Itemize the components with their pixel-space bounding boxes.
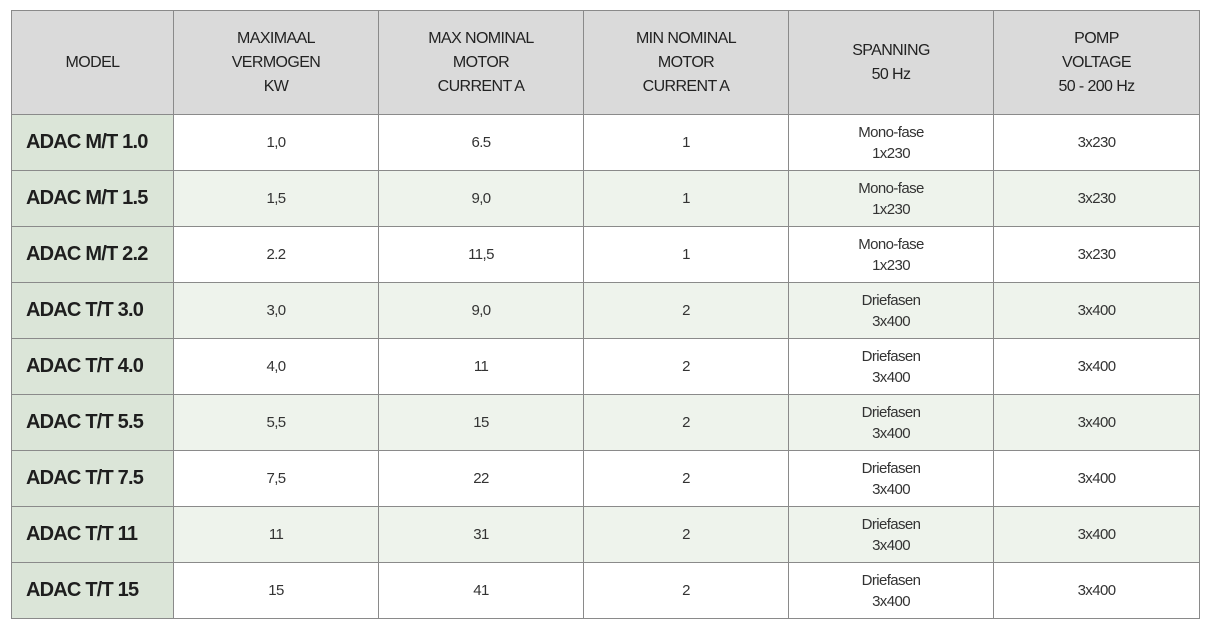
model-cell: ADAC T/T 5.5 [11, 394, 174, 451]
header-cell: MODEL [11, 10, 174, 115]
model-cell: ADAC T/T 11 [11, 506, 174, 563]
data-cell: 11,5 [378, 226, 584, 283]
data-cell: 3x230 [993, 114, 1200, 171]
table-row: ADAC T/T 3.0 3,0 9,0 2 Driefasen 3x400 3x400 [11, 282, 1200, 339]
model-cell: ADAC T/T 15 [11, 562, 174, 619]
spec-table: MODEL MAXIMAAL VERMOGEN KW MAX NOMINAL MOT… [11, 10, 1200, 619]
data-cell: Mono-fase 1x230 [788, 114, 994, 171]
data-cell: 31 [378, 506, 584, 563]
header-row: MODEL MAXIMAAL VERMOGEN KW MAX NOMINAL MOT… [11, 10, 1200, 115]
data-cell: Mono-fase 1x230 [788, 226, 994, 283]
data-cell: 3x400 [993, 282, 1200, 339]
data-cell: 41 [378, 562, 584, 619]
data-cell: 1 [583, 226, 789, 283]
data-cell: Driefasen 3x400 [788, 450, 994, 507]
data-cell: 2.2 [173, 226, 379, 283]
data-cell: 2 [583, 506, 789, 563]
header-cell: SPANNING 50 Hz [788, 10, 994, 115]
data-cell: 3,0 [173, 282, 379, 339]
data-cell: 1,5 [173, 170, 379, 227]
data-cell: Driefasen 3x400 [788, 338, 994, 395]
data-cell: 2 [583, 562, 789, 619]
data-cell: 1,0 [173, 114, 379, 171]
data-cell: Driefasen 3x400 [788, 282, 994, 339]
data-cell: Driefasen 3x400 [788, 506, 994, 563]
data-cell: 1 [583, 170, 789, 227]
model-cell: ADAC M/T 1.0 [11, 114, 174, 171]
data-cell: 2 [583, 394, 789, 451]
data-cell: 6.5 [378, 114, 584, 171]
model-cell: ADAC T/T 3.0 [11, 282, 174, 339]
data-cell: 15 [378, 394, 584, 451]
table-row: ADAC T/T 11 11 31 2 Driefasen 3x400 3x400 [11, 506, 1200, 563]
data-cell: 9,0 [378, 282, 584, 339]
data-cell: 11 [173, 506, 379, 563]
data-cell: 22 [378, 450, 584, 507]
data-cell: 9,0 [378, 170, 584, 227]
data-cell: 3x230 [993, 170, 1200, 227]
model-cell: ADAC T/T 7.5 [11, 450, 174, 507]
table-row: ADAC T/T 15 15 41 2 Driefasen 3x400 3x400 [11, 562, 1200, 619]
data-cell: 3x400 [993, 562, 1200, 619]
data-cell: 3x230 [993, 226, 1200, 283]
data-cell: Driefasen 3x400 [788, 394, 994, 451]
table-row: ADAC M/T 2.2 2.2 11,5 1 Mono-fase 1x230 3x230 [11, 226, 1200, 283]
header-cell: MAX NOMINAL MOTOR CURRENT A [378, 10, 584, 115]
model-cell: ADAC M/T 1.5 [11, 170, 174, 227]
data-cell: 7,5 [173, 450, 379, 507]
data-cell: 3x400 [993, 450, 1200, 507]
table-row: ADAC T/T 5.5 5,5 15 2 Driefasen 3x400 3x400 [11, 394, 1200, 451]
table-row: ADAC M/T 1.0 1,0 6.5 1 Mono-fase 1x230 3x230 [11, 114, 1200, 171]
data-cell: 15 [173, 562, 379, 619]
data-cell: 2 [583, 282, 789, 339]
data-cell: Mono-fase 1x230 [788, 170, 994, 227]
header-cell: MAXIMAAL VERMOGEN KW [173, 10, 379, 115]
data-cell: Driefasen 3x400 [788, 562, 994, 619]
data-cell: 4,0 [173, 338, 379, 395]
header-cell: POMP VOLTAGE 50 - 200 Hz [993, 10, 1200, 115]
model-cell: ADAC M/T 2.2 [11, 226, 174, 283]
model-cell: ADAC T/T 4.0 [11, 338, 174, 395]
table-row: ADAC T/T 7.5 7,5 22 2 Driefasen 3x400 3x400 [11, 450, 1200, 507]
table-row: ADAC T/T 4.0 4,0 11 2 Driefasen 3x400 3x400 [11, 338, 1200, 395]
table-body: ADAC M/T 1.0 1,0 6.5 1 Mono-fase 1x230 3x230 A… [11, 114, 1200, 619]
data-cell: 3x400 [993, 506, 1200, 563]
table-row: ADAC M/T 1.5 1,5 9,0 1 Mono-fase 1x230 3x230 [11, 170, 1200, 227]
data-cell: 2 [583, 450, 789, 507]
data-cell: 3x400 [993, 338, 1200, 395]
header-cell: MIN NOMINAL MOTOR CURRENT A [583, 10, 789, 115]
data-cell: 3x400 [993, 394, 1200, 451]
data-cell: 1 [583, 114, 789, 171]
data-cell: 5,5 [173, 394, 379, 451]
data-cell: 2 [583, 338, 789, 395]
data-cell: 11 [378, 338, 584, 395]
